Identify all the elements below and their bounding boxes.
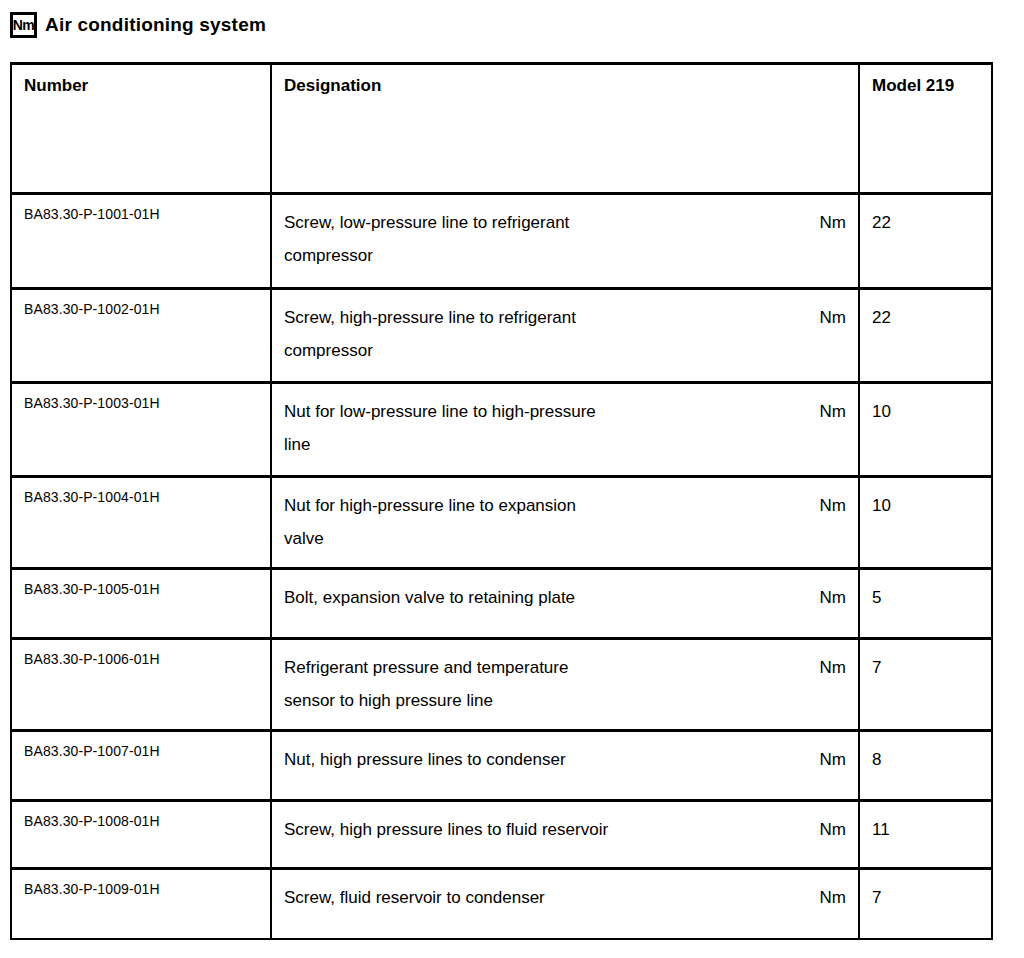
designation-text: Screw, fluid reservoir to condenser — [284, 881, 810, 914]
table-row: BA83.30-P-1008-01H Screw, high pressure … — [11, 801, 992, 869]
unit-label: Nm — [810, 489, 846, 522]
designation-cell: Screw, high-pressure line to refrigerant… — [271, 289, 859, 383]
part-number: BA83.30-P-1008-01H — [11, 801, 271, 869]
unit-label: Nm — [810, 743, 846, 776]
torque-value: 8 — [859, 731, 992, 801]
torque-value: 7 — [859, 639, 992, 731]
part-number: BA83.30-P-1003-01H — [11, 383, 271, 477]
table-row: BA83.30-P-1005-01H Bolt, expansion valve… — [11, 569, 992, 639]
designation-cell: Screw, low-pressure line to refrigerant … — [271, 194, 859, 289]
unit-label: Nm — [810, 881, 846, 914]
torque-value: 10 — [859, 383, 992, 477]
designation-text: Nut for high-pressure line to expansion … — [284, 489, 810, 555]
designation-text: Nut for low-pressure line to high-pressu… — [284, 395, 810, 461]
table-row: BA83.30-P-1006-01H Refrigerant pressure … — [11, 639, 992, 731]
torque-value: 22 — [859, 194, 992, 289]
document-page: Nm Air conditioning system Number Design… — [0, 0, 1024, 958]
designation-text: Screw, low-pressure line to refrigerant … — [284, 206, 810, 272]
unit-label: Nm — [810, 395, 846, 428]
torque-value: 22 — [859, 289, 992, 383]
torque-spec-table: Number Designation Model 219 BA83.30-P-1… — [10, 62, 993, 940]
designation-cell: Nut for high-pressure line to expansion … — [271, 477, 859, 569]
column-header-number: Number — [11, 64, 271, 194]
unit-label: Nm — [810, 813, 846, 846]
page-title: Air conditioning system — [45, 14, 266, 36]
designation-text: Screw, high-pressure line to refrigerant… — [284, 301, 810, 367]
part-number: BA83.30-P-1007-01H — [11, 731, 271, 801]
torque-value: 10 — [859, 477, 992, 569]
column-header-designation: Designation — [271, 64, 859, 194]
designation-text: Bolt, expansion valve to retaining plate — [284, 581, 810, 614]
torque-value: 11 — [859, 801, 992, 869]
unit-label: Nm — [810, 581, 846, 614]
designation-text: Refrigerant pressure and temperature sen… — [284, 651, 810, 717]
designation-cell: Bolt, expansion valve to retaining plate… — [271, 569, 859, 639]
designation-cell: Screw, fluid reservoir to condenser Nm — [271, 869, 859, 939]
unit-label: Nm — [810, 206, 846, 239]
designation-text: Screw, high pressure lines to fluid rese… — [284, 813, 810, 846]
table-row: BA83.30-P-1001-01H Screw, low-pressure l… — [11, 194, 992, 289]
table-row: BA83.30-P-1004-01H Nut for high-pressure… — [11, 477, 992, 569]
designation-text: Nut, high pressure lines to condenser — [284, 743, 810, 776]
column-header-model: Model 219 — [859, 64, 992, 194]
torque-value: 5 — [859, 569, 992, 639]
table-row: BA83.30-P-1009-01H Screw, fluid reservoi… — [11, 869, 992, 939]
part-number: BA83.30-P-1004-01H — [11, 477, 271, 569]
designation-cell: Screw, high pressure lines to fluid rese… — [271, 801, 859, 869]
designation-cell: Nut for low-pressure line to high-pressu… — [271, 383, 859, 477]
part-number: BA83.30-P-1006-01H — [11, 639, 271, 731]
table-row: BA83.30-P-1003-01H Nut for low-pressure … — [11, 383, 992, 477]
designation-cell: Refrigerant pressure and temperature sen… — [271, 639, 859, 731]
part-number: BA83.30-P-1002-01H — [11, 289, 271, 383]
torque-value: 7 — [859, 869, 992, 939]
table-header-row: Number Designation Model 219 — [11, 64, 992, 194]
unit-label: Nm — [810, 301, 846, 334]
part-number: BA83.30-P-1005-01H — [11, 569, 271, 639]
table-row: BA83.30-P-1007-01H Nut, high pressure li… — [11, 731, 992, 801]
torque-nm-icon: Nm — [10, 12, 37, 38]
designation-cell: Nut, high pressure lines to condenser Nm — [271, 731, 859, 801]
part-number: BA83.30-P-1009-01H — [11, 869, 271, 939]
page-title-bar: Nm Air conditioning system — [10, 12, 266, 38]
table-row: BA83.30-P-1002-01H Screw, high-pressure … — [11, 289, 992, 383]
unit-label: Nm — [810, 651, 846, 684]
part-number: BA83.30-P-1001-01H — [11, 194, 271, 289]
